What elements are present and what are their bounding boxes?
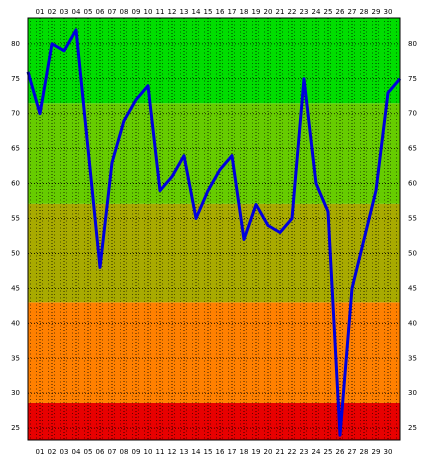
y-tick-label: 65 [11, 145, 20, 153]
y-tick-label: 80 [11, 40, 20, 48]
x-tick-label-bottom: 08 [120, 448, 129, 456]
y-tick-label: 35 [11, 354, 20, 362]
x-tick-label-bottom: 05 [84, 448, 93, 456]
x-tick-label-bottom: 25 [324, 448, 333, 456]
x-tick-label-bottom: 19 [252, 448, 261, 456]
x-tick-label: 14 [192, 8, 201, 16]
grid-texture [28, 18, 400, 440]
x-tick-label: 11 [156, 8, 165, 16]
plot [26, 28, 402, 437]
y2-tick-label: 35 [408, 354, 417, 362]
y-tick-label: 50 [11, 249, 20, 257]
x-tick-label: 20 [264, 8, 273, 16]
x-tick-label-bottom: 22 [288, 448, 297, 456]
x-tick-label-bottom: 12 [168, 448, 177, 456]
x-tick-label: 27 [348, 8, 357, 16]
x-tick-label: 06 [96, 8, 105, 16]
y-tick-label: 25 [11, 424, 20, 432]
y-tick-label: 75 [11, 75, 20, 83]
x-tick-label-bottom: 23 [300, 448, 309, 456]
x-tick-label: 01 [36, 8, 45, 16]
y2-tick-label: 50 [408, 249, 417, 257]
x-tick-label: 03 [60, 8, 69, 16]
x-tick-label: 10 [144, 8, 153, 16]
x-tick-label-bottom: 01 [36, 448, 45, 456]
x-tick-label-bottom: 16 [216, 448, 225, 456]
x-tick-label-bottom: 09 [132, 448, 141, 456]
x-tick-label-bottom: 11 [156, 448, 165, 456]
x-tick-label: 18 [240, 8, 249, 16]
x-tick-label-bottom: 06 [96, 448, 105, 456]
x-tick-label-bottom: 24 [312, 448, 321, 456]
y2-tick-label: 80 [408, 40, 417, 48]
x-tick-label-bottom: 14 [192, 448, 201, 456]
y2-tick-label: 75 [408, 75, 417, 83]
x-tick-label-bottom: 17 [228, 448, 237, 456]
x-tick-label-bottom: 07 [108, 448, 117, 456]
x-tick-label: 17 [228, 8, 237, 16]
x-tick-label: 15 [204, 8, 213, 16]
x-tick-label: 12 [168, 8, 177, 16]
y2-tick-label: 45 [408, 284, 417, 292]
x-tick-label: 13 [180, 8, 189, 16]
x-tick-label: 26 [336, 8, 345, 16]
x-tick-label-bottom: 02 [48, 448, 57, 456]
x-tick-label: 02 [48, 8, 57, 16]
x-tick-label: 05 [84, 8, 93, 16]
x-tick-label-bottom: 20 [264, 448, 273, 456]
x-tick-label: 30 [384, 8, 393, 16]
x-tick-label: 29 [372, 8, 381, 16]
y-tick-label: 40 [11, 319, 20, 327]
x-tick-label: 08 [120, 8, 129, 16]
x-tick-label: 07 [108, 8, 117, 16]
y2-tick-label: 70 [408, 110, 417, 118]
x-tick-label: 28 [360, 8, 369, 16]
plot-frame [27, 17, 401, 441]
y-tick-label: 55 [11, 215, 20, 223]
y-tick-label: 45 [11, 284, 20, 292]
line [26, 28, 402, 437]
y-tick-label: 30 [11, 389, 20, 397]
x-tick-label: 16 [216, 8, 225, 16]
x-tick-label-bottom: 21 [276, 448, 285, 456]
x-tick-label: 24 [312, 8, 321, 16]
x-tick-label-bottom: 15 [204, 448, 213, 456]
x-tick-label-bottom: 29 [372, 448, 381, 456]
x-tick-label-bottom: 30 [384, 448, 393, 456]
y2-tick-label: 60 [408, 180, 417, 188]
x-tick-label: 04 [72, 8, 81, 16]
y2-tick-label: 40 [408, 319, 417, 327]
y2-tick-label: 55 [408, 215, 417, 223]
x-tick-label-bottom: 28 [360, 448, 369, 456]
y2-tick-label: 65 [408, 145, 417, 153]
x-tick-label: 23 [300, 8, 309, 16]
x-tick-label-bottom: 10 [144, 448, 153, 456]
x-tick-label-bottom: 13 [180, 448, 189, 456]
y-tick-label: 60 [11, 180, 20, 188]
x-tick-label: 09 [132, 8, 141, 16]
x-tick-label-bottom: 04 [72, 448, 81, 456]
x-tick-label: 21 [276, 8, 285, 16]
y-tick-label: 70 [11, 110, 20, 118]
x-tick-label-bottom: 26 [336, 448, 345, 456]
x-tick-label-bottom: 03 [60, 448, 69, 456]
x-tick-label-bottom: 27 [348, 448, 357, 456]
y2-tick-label: 30 [408, 389, 417, 397]
x-tick-label: 22 [288, 8, 297, 16]
x-tick-label: 25 [324, 8, 333, 16]
x-tick-label-bottom: 18 [240, 448, 249, 456]
x-tick-label: 19 [252, 8, 261, 16]
y2-tick-label: 25 [408, 424, 417, 432]
